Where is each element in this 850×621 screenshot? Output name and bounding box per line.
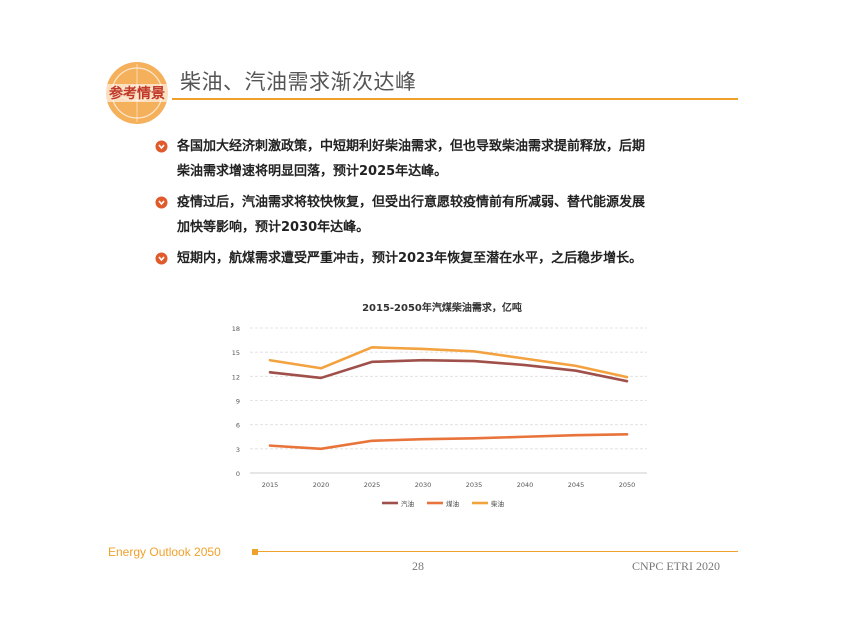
bullet-list: 各国加大经济刺激政策，中短期利好柴油需求，但也导致柴油需求提前释放，后期 柴油需… [155,134,755,277]
footer-divider [258,551,738,552]
bullet-icon [155,252,168,265]
header-divider [172,98,738,100]
bullet-text-line: 疫情过后，汽油需求将较快恢复，但受出行意愿较疫情前有所减弱、替代能源发展 [177,195,646,210]
footer-organization: CNPC ETRI 2020 [632,559,721,573]
x-tick-label: 2045 [568,481,585,489]
bullet-item: 短期内，航煤需求遭受严重冲击，预计2023年恢复至潜在水平，之后稳步增长。 [155,246,755,271]
chart-title: 2015-2050年汽煤柴油需求，亿吨 [362,301,522,314]
bullet-text-line: 短期内，航煤需求遭受严重冲击，预计2023年恢复至潜在水平，之后稳步增长。 [177,251,643,266]
logo-text: 参考情景 [109,85,165,102]
bullet-icon [155,140,168,153]
legend-label: 柴油 [491,499,504,508]
y-tick-label: 3 [236,446,240,454]
bullet-item: 各国加大经济刺激政策，中短期利好柴油需求，但也导致柴油需求提前释放，后期 柴油需… [155,134,755,184]
bullet-text-line: 各国加大经济刺激政策，中短期利好柴油需求，但也导致柴油需求提前释放，后期 [177,139,646,154]
reference-scenario-logo: 参考情景 [102,62,172,124]
series-line [268,358,629,383]
y-tick-label: 0 [236,470,240,478]
legend-label: 汽油 [401,499,414,508]
x-tick-label: 2040 [517,481,534,489]
footer-report-name: Energy Outlook 2050 [108,545,221,559]
bullet-text-line: 加快等影响，预计2030年达峰。 [177,220,370,235]
page-title: 柴油、汽油需求渐次达峰 [180,70,417,94]
x-tick-label: 2035 [466,481,483,489]
y-tick-label: 15 [232,349,240,357]
bullet-text-line: 柴油需求增速将明显回落，预计2025年达峰。 [177,164,448,179]
legend-label: 煤油 [446,499,459,508]
y-tick-label: 6 [236,422,240,430]
page-number: 28 [412,559,424,573]
bullet-icon [155,196,168,209]
x-tick-label: 2025 [364,481,381,489]
demand-line-chart: 2015-2050年汽煤柴油需求，亿吨 0 3 6 9 12 15 18 2015 2020 202… [232,301,647,508]
series-line [268,346,629,379]
x-tick-label: 2020 [313,481,330,489]
footer-marker [252,549,258,555]
y-tick-label: 9 [236,398,240,406]
x-tick-label: 2030 [415,481,432,489]
x-tick-label: 2050 [619,481,636,489]
series-line [268,433,629,451]
y-tick-label: 18 [232,325,240,333]
bullet-item: 疫情过后，汽油需求将较快恢复，但受出行意愿较疫情前有所减弱、替代能源发展 加快等… [155,190,755,240]
x-tick-label: 2015 [262,481,279,489]
y-tick-label: 12 [232,373,240,381]
